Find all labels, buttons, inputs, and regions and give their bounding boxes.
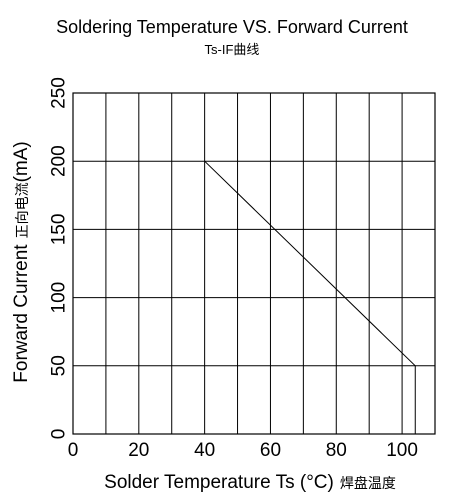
y-tick-label: 200	[49, 145, 70, 177]
y-tick-label: 250	[49, 77, 70, 109]
x-tick-label: 0	[68, 440, 79, 461]
plot-frame	[72, 92, 436, 435]
x-axis-label-text: Solder Temperature Ts (°C)	[104, 472, 334, 493]
series-group	[204, 160, 416, 434]
x-tick-label: 60	[260, 440, 281, 461]
y-tick-label: 100	[49, 282, 70, 314]
y-tick-labels: 0 50 100 150 200 250	[49, 77, 70, 439]
series-line-0	[204, 160, 416, 434]
x-tick-label: 80	[326, 440, 347, 461]
x-axis-label-cjk: 焊盘温度	[340, 475, 396, 491]
y-axis-label: Forward Current 正向电流(mA)	[11, 141, 32, 382]
chart-subtitle: Ts-IF曲线	[205, 42, 260, 57]
y-axis-label-text: Forward Current	[11, 244, 32, 383]
y-axis-label-cjk: 正向电流	[14, 182, 30, 238]
chart-title: Soldering Temperature VS. Forward Curren…	[56, 17, 408, 37]
x-tick-label: 20	[128, 440, 149, 461]
x-tick-label: 40	[194, 440, 215, 461]
grid	[73, 93, 435, 434]
x-tick-labels: 0 20 40 60 80 100	[68, 440, 418, 461]
y-tick-label: 50	[49, 355, 70, 376]
y-axis-label-unit: (mA)	[11, 141, 32, 182]
y-tick-label: 150	[49, 214, 70, 246]
x-axis-label: Solder Temperature Ts (°C) 焊盘温度	[104, 472, 396, 493]
x-tick-label: 100	[386, 440, 418, 461]
y-tick-label: 0	[49, 429, 70, 440]
